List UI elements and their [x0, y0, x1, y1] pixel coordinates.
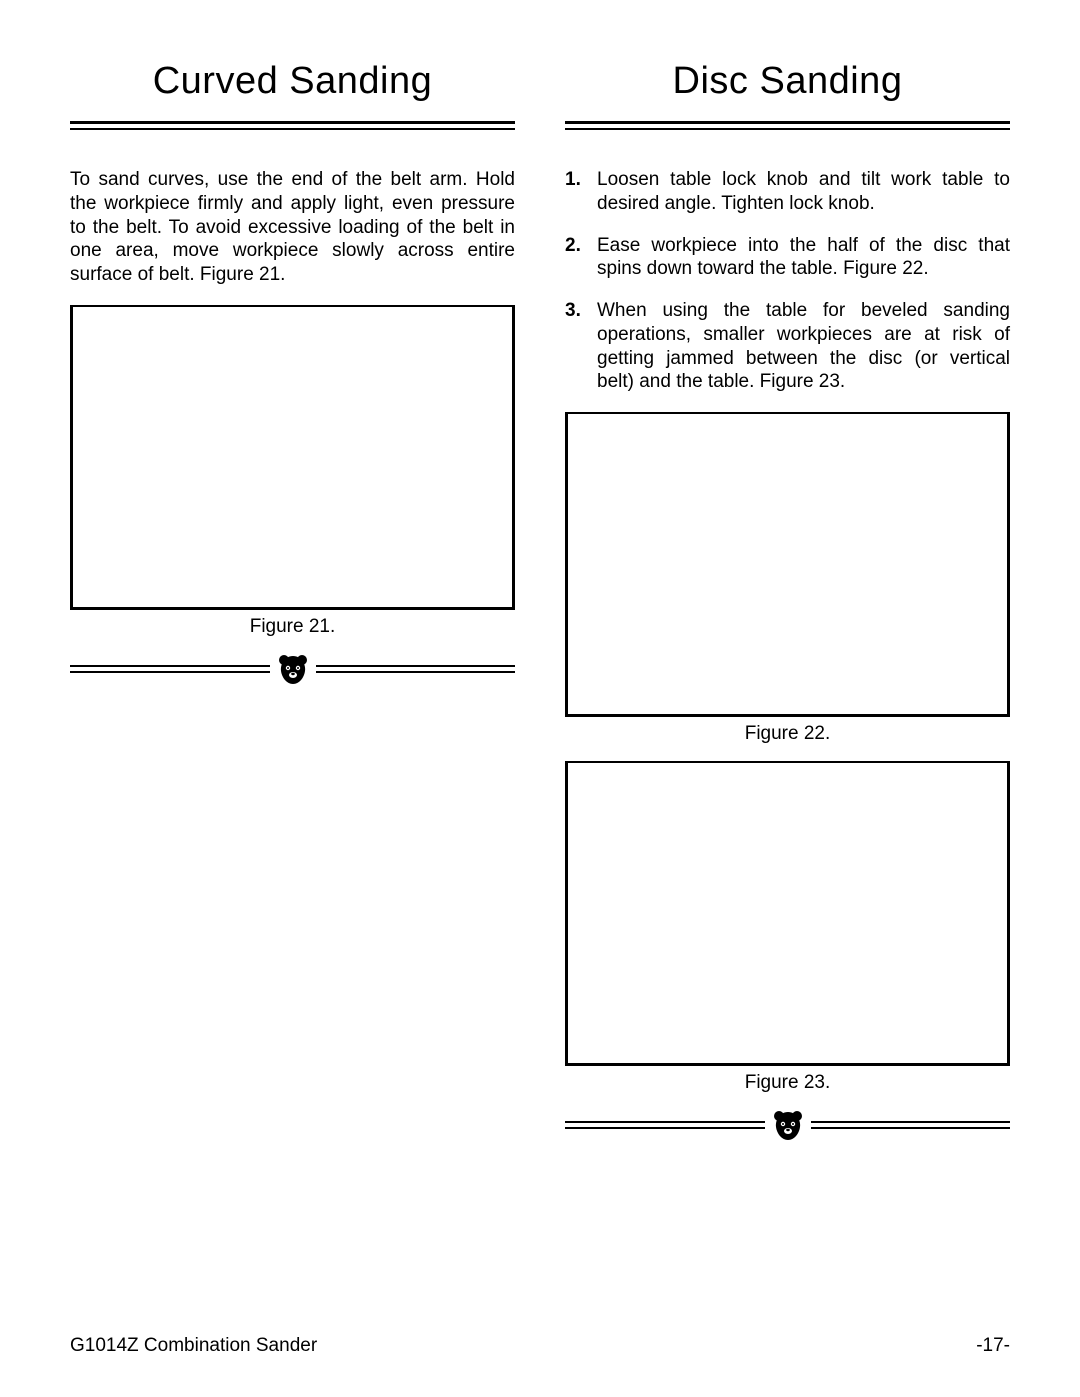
ornament-rule-left — [70, 665, 270, 673]
section-end-ornament — [70, 652, 515, 686]
footer-product-name: G1014Z Combination Sander — [70, 1335, 317, 1357]
right-column: Disc Sanding Loosen table lock knob and … — [565, 60, 1010, 1142]
step-1: Loosen table lock knob and tilt work tab… — [565, 168, 1010, 216]
bear-icon — [276, 652, 310, 686]
ornament-rule-right — [316, 665, 516, 673]
disc-sanding-steps: Loosen table lock knob and tilt work tab… — [565, 168, 1010, 394]
title-double-rule — [70, 121, 515, 130]
figure-23-caption: Figure 23. — [565, 1072, 1010, 1094]
ornament-rule-left — [565, 1121, 765, 1129]
footer-page-number: -17- — [976, 1335, 1010, 1357]
page-columns: Curved Sanding To sand curves, use the e… — [70, 60, 1010, 1142]
figure-23-box — [565, 761, 1010, 1066]
title-double-rule — [565, 121, 1010, 130]
curved-sanding-title: Curved Sanding — [70, 60, 515, 103]
curved-sanding-paragraph: To sand curves, use the end of the belt … — [70, 168, 515, 287]
figure-22-caption: Figure 22. — [565, 723, 1010, 745]
page-footer: G1014Z Combination Sander -17- — [70, 1335, 1010, 1357]
figure-21-box — [70, 305, 515, 610]
section-end-ornament — [565, 1108, 1010, 1142]
ornament-rule-right — [811, 1121, 1011, 1129]
step-2: Ease workpiece into the half of the disc… — [565, 234, 1010, 282]
figure-21-caption: Figure 21. — [70, 616, 515, 638]
figure-22-box — [565, 412, 1010, 717]
bear-icon — [771, 1108, 805, 1142]
step-3: When using the table for beveled sanding… — [565, 299, 1010, 394]
disc-sanding-title: Disc Sanding — [565, 60, 1010, 103]
left-column: Curved Sanding To sand curves, use the e… — [70, 60, 515, 1142]
